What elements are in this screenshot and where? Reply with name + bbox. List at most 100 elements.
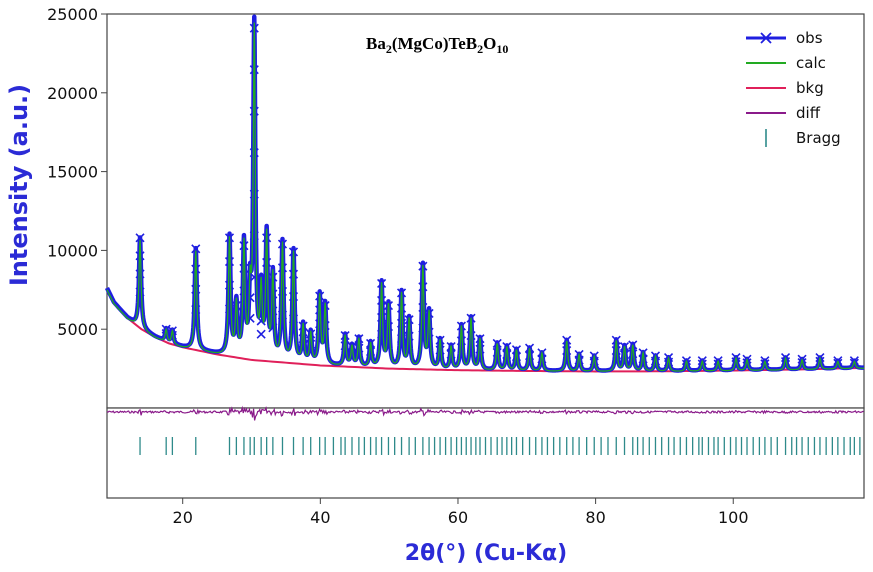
obs-marker bbox=[524, 343, 535, 353]
obs-marker bbox=[249, 106, 259, 116]
obs-marker bbox=[396, 333, 407, 344]
legend-label-calc: calc bbox=[796, 54, 826, 72]
bkg-line bbox=[106, 287, 865, 373]
obs-marker bbox=[249, 148, 259, 158]
calc-line bbox=[106, 22, 864, 372]
obs-marker bbox=[288, 291, 299, 302]
obs-marker bbox=[446, 349, 456, 359]
obs-marker bbox=[256, 289, 266, 300]
obs-marker bbox=[681, 359, 692, 369]
obs-marker bbox=[249, 231, 259, 241]
obs-marker bbox=[315, 319, 325, 329]
obs-marker bbox=[524, 351, 535, 361]
obs-marker bbox=[191, 244, 201, 254]
obs-marker bbox=[815, 356, 825, 366]
obs-marker bbox=[224, 304, 235, 314]
obs-marker bbox=[780, 357, 791, 367]
y-axis-title: Intensity (a.u.) bbox=[5, 84, 33, 286]
obs-marker bbox=[320, 321, 330, 331]
obs-marker bbox=[366, 346, 376, 357]
obs-marker bbox=[731, 357, 741, 367]
obs-marker bbox=[262, 257, 272, 268]
y-tick-label: 10000 bbox=[47, 241, 98, 260]
y-tick-label: 20000 bbox=[47, 84, 98, 103]
obs-marker bbox=[298, 334, 308, 344]
obs-marker bbox=[404, 331, 414, 341]
legend-label-Bragg: Bragg bbox=[796, 129, 841, 147]
calc-series bbox=[106, 22, 864, 372]
bkg-series bbox=[106, 287, 865, 373]
obs-marker bbox=[396, 318, 407, 328]
obs-marker bbox=[619, 350, 630, 360]
legend-label-obs: obs bbox=[796, 29, 823, 47]
plot-frame bbox=[106, 13, 865, 409]
obs-marker bbox=[191, 284, 201, 294]
obs-marker bbox=[135, 233, 145, 243]
obs-marker bbox=[697, 359, 707, 369]
x-tick-label: 60 bbox=[448, 508, 468, 527]
obs-marker bbox=[456, 336, 466, 346]
obs-marker bbox=[306, 339, 316, 349]
obs-marker bbox=[849, 358, 859, 368]
obs-marker bbox=[268, 289, 278, 299]
obs-marker bbox=[797, 357, 807, 368]
y-tick-label: 5000 bbox=[57, 320, 98, 339]
obs-marker bbox=[424, 327, 434, 337]
obs-marker bbox=[354, 343, 364, 353]
obs-marker bbox=[347, 348, 357, 358]
obs-marker bbox=[511, 352, 522, 362]
chart-title: Ba2(MgCo)TeB2O10 bbox=[366, 34, 508, 56]
obs-marker bbox=[418, 323, 428, 333]
obs-marker bbox=[268, 306, 278, 316]
obs-marker bbox=[277, 263, 288, 273]
plot-area: 20 40 60 80 100 5000 10000 15000 20000 25000 bbox=[47, 5, 866, 527]
bragg-markers bbox=[139, 437, 861, 455]
obs-marker bbox=[277, 286, 288, 296]
obs-marker bbox=[277, 310, 288, 320]
obs-marker bbox=[650, 356, 661, 366]
obs-marker bbox=[135, 269, 145, 279]
legend-marker-obs bbox=[760, 32, 772, 44]
obs-marker bbox=[239, 263, 249, 273]
obs-marker bbox=[224, 280, 235, 290]
legend-label-diff: diff bbox=[796, 104, 821, 122]
obs-marker bbox=[833, 358, 843, 368]
obs-marker bbox=[502, 350, 512, 360]
y-tick-label: 15000 bbox=[47, 163, 98, 182]
x-tick-label: 80 bbox=[585, 508, 605, 527]
obs-marker bbox=[383, 321, 394, 332]
diff-series bbox=[106, 405, 864, 421]
x-tick-label: 40 bbox=[310, 508, 330, 527]
obs-marker bbox=[562, 335, 572, 345]
diff-line bbox=[106, 405, 864, 421]
x-tick-label: 20 bbox=[173, 508, 193, 527]
obs-marker bbox=[611, 346, 621, 356]
obs-marker bbox=[435, 345, 445, 355]
obs-marker bbox=[288, 314, 299, 324]
obs-marker bbox=[191, 304, 201, 315]
obs-marker bbox=[256, 329, 266, 339]
obs-marker bbox=[475, 344, 485, 354]
obs-marker bbox=[611, 335, 621, 345]
x-axis-ticks: 20 40 60 80 100 bbox=[173, 498, 749, 527]
obs-marker bbox=[231, 318, 241, 328]
legend-label-bkg: bkg bbox=[796, 79, 824, 97]
y-tick-label: 25000 bbox=[47, 5, 98, 24]
obs-marker bbox=[574, 355, 584, 365]
obs-marker bbox=[135, 287, 145, 297]
obs-marker bbox=[537, 354, 547, 364]
obs-marker bbox=[760, 359, 770, 369]
obs-marker bbox=[638, 354, 648, 364]
obs-marker bbox=[377, 312, 387, 322]
obs-marker bbox=[492, 347, 502, 358]
obs-marker bbox=[713, 359, 723, 369]
obs-marker bbox=[562, 346, 572, 356]
y-axis-ticks: 5000 10000 15000 20000 25000 bbox=[47, 5, 107, 339]
legend: obs calc bkg diff Bragg bbox=[746, 29, 841, 147]
x-tick-label: 100 bbox=[718, 508, 749, 527]
obs-marker bbox=[663, 357, 674, 367]
obs-marker bbox=[377, 329, 387, 339]
obs-marker bbox=[466, 330, 476, 341]
obs-marker bbox=[245, 293, 255, 303]
